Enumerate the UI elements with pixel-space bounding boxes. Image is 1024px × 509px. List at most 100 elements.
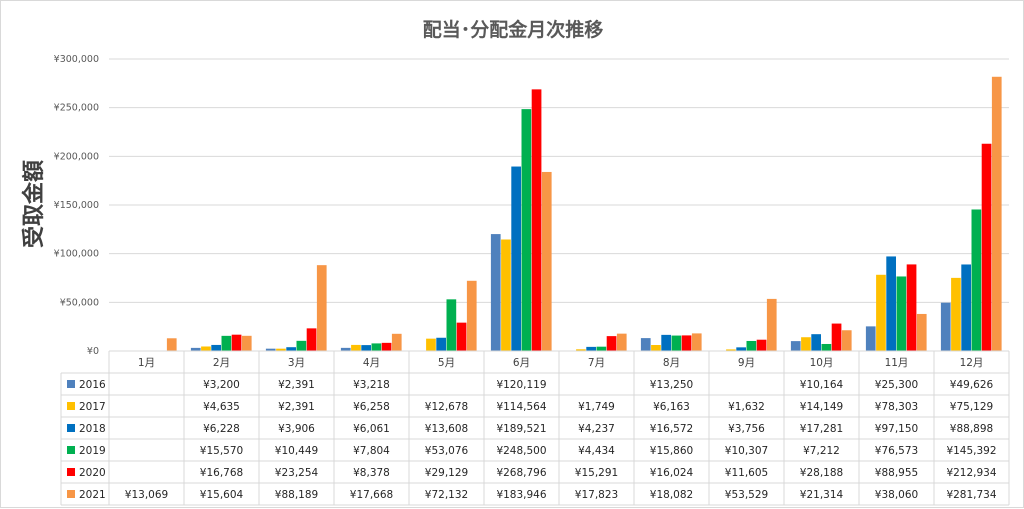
- data-label: ¥18,082: [650, 489, 693, 501]
- data-label: ¥10,307: [725, 445, 768, 457]
- chart-title: 配当･分配金月次推移: [423, 18, 604, 41]
- bar-2020-8: [681, 335, 692, 351]
- data-label: ¥72,132: [425, 489, 468, 501]
- bar-2020-10: [831, 323, 842, 351]
- data-label: ¥16,024: [650, 467, 694, 479]
- data-label: ¥88,898: [950, 423, 993, 435]
- data-label: ¥212,934: [946, 467, 996, 479]
- category-label: 7月: [588, 357, 605, 369]
- data-label: ¥75,129: [950, 401, 993, 413]
- data-table: 1月 2月 3月 4月 5月 6月 7月 8月 9月 10月 11月 12月 2016 ¥3,200 ¥2,…: [60, 350, 1010, 506]
- bar-2017-6: [501, 239, 511, 351]
- data-label: ¥114,564: [496, 401, 546, 413]
- data-label: ¥183,946: [496, 489, 546, 501]
- bar-2021-10: [841, 330, 852, 351]
- y-tick-labels: ¥0 ¥50,000 ¥100,000 ¥150,000 ¥200,000 ¥250,00…: [54, 54, 99, 357]
- category-label: 3月: [288, 357, 305, 369]
- bar-2021-2: [241, 335, 252, 351]
- data-label: ¥53,529: [725, 489, 768, 501]
- bar-2017-5: [426, 338, 436, 351]
- gridlines: [109, 58, 1009, 352]
- bar-2018-9: [736, 347, 746, 351]
- bar-2017-4: [351, 344, 361, 351]
- bar-2020-3: [306, 328, 317, 351]
- bar-2019-11: [896, 276, 907, 351]
- data-label: ¥17,281: [800, 423, 843, 435]
- data-label: ¥7,212: [803, 445, 840, 457]
- legend-label-2016: 2016: [79, 379, 106, 391]
- y-tick-label: ¥300,000: [54, 54, 99, 65]
- legend-label-2017: 2017: [79, 401, 106, 413]
- bar-2017-2: [201, 346, 211, 351]
- data-label: ¥15,604: [200, 489, 244, 501]
- data-label: ¥281,734: [946, 489, 996, 501]
- category-label: 9月: [738, 357, 755, 369]
- data-label: ¥15,860: [650, 445, 693, 457]
- bar-2019-6: [521, 109, 532, 351]
- legend-label-2020: 2020: [79, 467, 106, 479]
- bar-2018-2: [211, 344, 221, 351]
- bar-2017-8: [651, 345, 661, 351]
- bar-2019-12: [971, 209, 982, 351]
- data-label: ¥10,164: [800, 379, 844, 391]
- bar-2019-8: [671, 335, 682, 351]
- data-label: ¥3,200: [203, 379, 240, 391]
- bar-2018-6: [511, 166, 521, 351]
- bar-2016-10: [790, 341, 801, 351]
- bar-2020-2: [231, 334, 242, 351]
- data-label: ¥13,608: [425, 423, 468, 435]
- legend-key-2016: [67, 380, 75, 388]
- data-label: ¥88,955: [875, 467, 918, 479]
- legend-label-2019: 2019: [79, 445, 106, 457]
- y-tick-label: ¥150,000: [54, 200, 99, 211]
- bar-2016-3: [265, 348, 276, 351]
- data-label: ¥76,573: [875, 445, 918, 457]
- bar-2018-5: [436, 337, 446, 351]
- bar-2016-2: [190, 347, 201, 351]
- category-label: 8月: [663, 357, 680, 369]
- data-label: ¥23,254: [275, 467, 319, 479]
- category-label: 11月: [885, 357, 909, 369]
- data-label: ¥1,632: [728, 401, 765, 413]
- y-axis-label: 受取金額: [21, 160, 47, 248]
- bar-2017-9: [726, 349, 736, 351]
- bar-2021-7: [616, 333, 627, 351]
- bar-2018-12: [961, 264, 971, 351]
- legend-key-2017: [67, 402, 75, 410]
- data-label: ¥10,449: [275, 445, 318, 457]
- bar-2019-7: [596, 346, 607, 351]
- data-label: ¥53,076: [425, 445, 469, 457]
- bar-2021-11: [916, 313, 927, 351]
- data-label: ¥3,906: [278, 423, 315, 435]
- bar-2017-12: [951, 277, 961, 351]
- category-label: 5月: [438, 357, 455, 369]
- bar-2019-4: [371, 343, 382, 351]
- data-label: ¥29,129: [425, 467, 468, 479]
- bar-2019-5: [446, 299, 457, 351]
- data-label: ¥6,061: [353, 423, 390, 435]
- data-label: ¥14,149: [800, 401, 843, 413]
- data-label: ¥8,378: [353, 467, 390, 479]
- bar-2017-11: [876, 274, 886, 351]
- category-label: 2月: [213, 357, 230, 369]
- data-label: ¥248,500: [496, 445, 546, 457]
- bar-2021-6: [541, 171, 552, 351]
- legend-label-2021: 2021: [79, 489, 106, 501]
- data-label: ¥12,678: [425, 401, 468, 413]
- bar-2016-12: [940, 302, 951, 351]
- data-label: ¥13,250: [650, 379, 693, 391]
- bar-2018-8: [661, 334, 671, 351]
- data-label: ¥4,237: [578, 423, 615, 435]
- y-tick-label: ¥50,000: [60, 297, 99, 308]
- category-label: 1月: [138, 357, 155, 369]
- data-label: ¥120,119: [496, 379, 546, 391]
- data-label: ¥3,218: [353, 379, 390, 391]
- legend-key-2021: [67, 490, 75, 498]
- data-label: ¥17,823: [575, 489, 618, 501]
- category-label: 10月: [810, 357, 834, 369]
- bar-2021-4: [391, 333, 402, 351]
- data-label: ¥49,626: [950, 379, 994, 391]
- data-label: ¥78,303: [875, 401, 918, 413]
